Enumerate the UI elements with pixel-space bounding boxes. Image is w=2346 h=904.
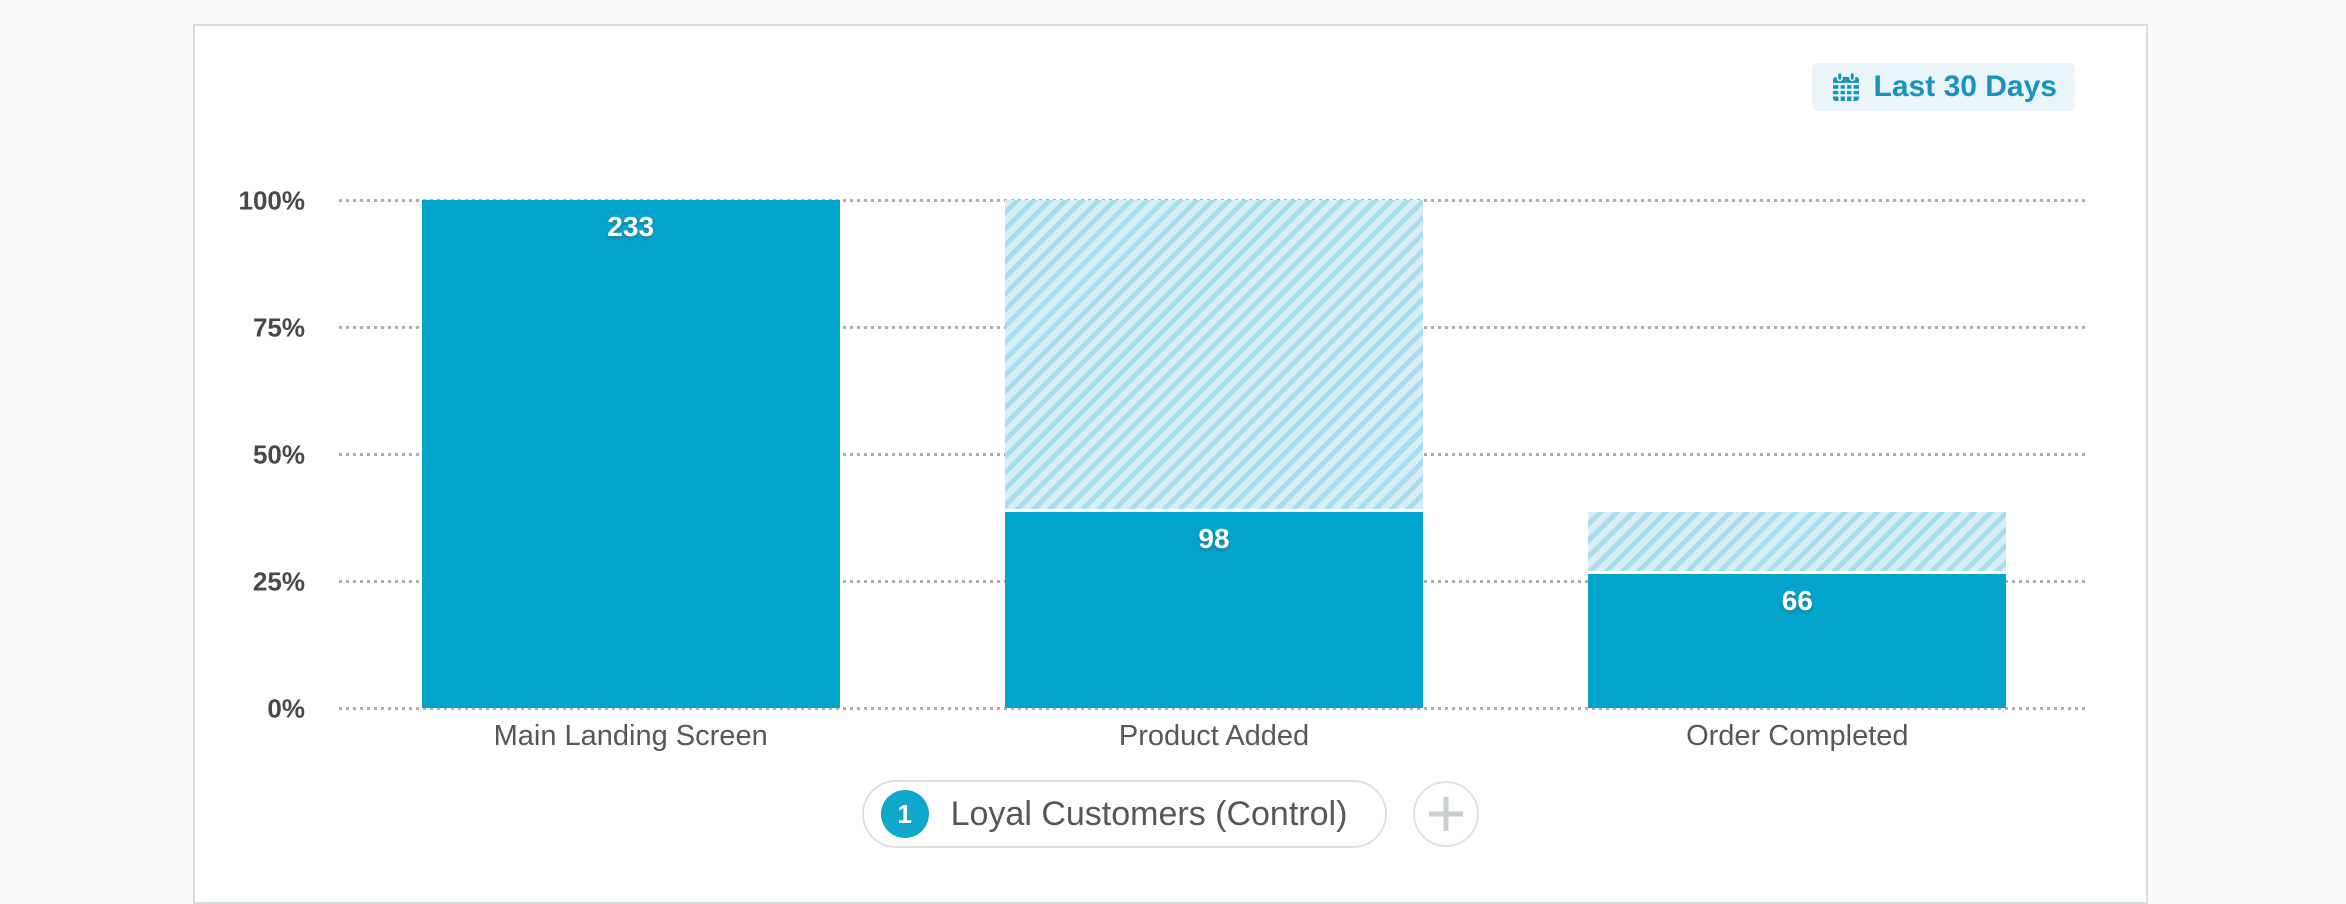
series-index-badge: 1 — [880, 790, 929, 838]
bar-value-label: 66 — [1781, 584, 1813, 616]
series-pill[interactable]: 1 Loyal Customers (Control) — [861, 780, 1388, 848]
y-tick-label: 75% — [252, 312, 305, 343]
x-axis-label: Main Landing Screen — [493, 720, 768, 752]
chart-card: Last 30 Days 100% 75% 50% 25% 0% 233 Main Land… — [193, 24, 2148, 904]
bars-area: 233 Main Landing Screen 98 Product Added 66 O… — [339, 200, 2089, 752]
funnel-bar: 98 — [1004, 200, 1423, 708]
bar-value-label: 98 — [1198, 522, 1230, 554]
bar-segment-dropoff[interactable] — [1588, 511, 2007, 574]
y-tick-label: 100% — [238, 185, 306, 216]
date-range-label: Last 30 Days — [1873, 70, 2057, 103]
funnel-bar: 233 — [421, 200, 840, 708]
plus-icon — [1429, 797, 1464, 831]
funnel-step: 233 Main Landing Screen — [339, 200, 922, 752]
calendar-icon — [1832, 71, 1859, 101]
bar-value-label: 233 — [607, 211, 655, 242]
series-label: Loyal Customers (Control) — [950, 794, 1348, 833]
funnel-chart: 100% 75% 50% 25% 0% 233 Main Landing Screen 98 P… — [239, 186, 2089, 752]
bar-segment-converted[interactable]: 233 — [421, 200, 840, 708]
legend-row: 1 Loyal Customers (Control) — [195, 780, 2146, 848]
bar-segment-converted[interactable]: 98 — [1004, 511, 1423, 708]
add-series-button[interactable] — [1413, 781, 1480, 847]
funnel-bar: 66 — [1588, 200, 2007, 708]
funnel-step: 66 Order Completed — [1506, 200, 2089, 752]
bar-segment-converted[interactable]: 66 — [1588, 573, 2007, 708]
gridline-0: 0% — [267, 694, 2089, 724]
y-tick-label: 0% — [267, 693, 305, 724]
x-axis-label: Product Added — [1118, 720, 1310, 752]
bar-segment-dropoff[interactable] — [1004, 200, 1423, 512]
y-tick-label: 50% — [252, 439, 305, 470]
y-tick-label: 25% — [252, 566, 305, 597]
date-range-button[interactable]: Last 30 Days — [1811, 63, 2075, 111]
funnel-step: 98 Product Added — [922, 200, 1505, 752]
x-axis-label: Order Completed — [1686, 720, 1909, 752]
